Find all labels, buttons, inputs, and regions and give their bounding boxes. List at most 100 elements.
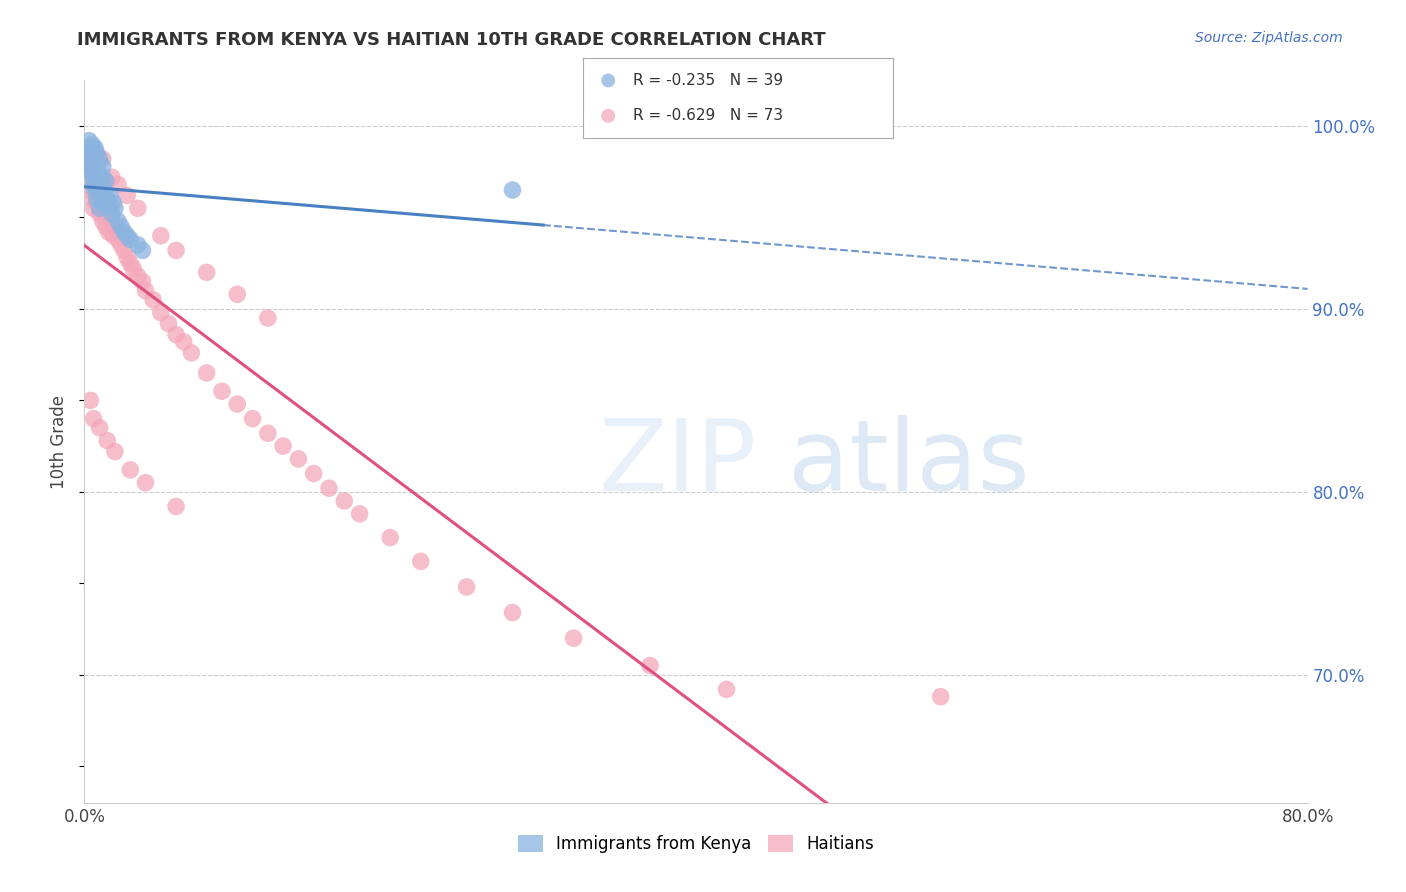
Point	[257, 311, 280, 326]
Point	[89, 202, 111, 216]
Text: ZIP: ZIP	[598, 415, 756, 512]
Point	[103, 195, 125, 210]
Point	[91, 152, 114, 166]
Point	[149, 305, 172, 319]
Point	[90, 183, 112, 197]
Point	[598, 109, 620, 123]
Point	[96, 434, 118, 448]
Point	[211, 384, 233, 399]
Point	[598, 73, 620, 87]
Point	[89, 421, 111, 435]
Point	[86, 174, 108, 188]
Point	[96, 202, 118, 216]
Point	[318, 481, 340, 495]
Text: R = -0.235   N = 39: R = -0.235 N = 39	[633, 73, 783, 88]
Point	[80, 137, 103, 152]
Y-axis label: 10th Grade: 10th Grade	[51, 394, 69, 489]
Point	[165, 500, 187, 514]
Point	[94, 219, 117, 234]
Point	[79, 170, 101, 185]
Point	[101, 170, 124, 185]
Point	[226, 397, 249, 411]
Point	[83, 411, 105, 425]
Point	[380, 531, 402, 545]
Point	[456, 580, 478, 594]
Point	[96, 192, 118, 206]
Point	[127, 238, 149, 252]
Point	[149, 228, 172, 243]
Point	[562, 631, 585, 645]
Point	[929, 690, 952, 704]
Point	[115, 228, 138, 243]
Point	[84, 141, 107, 155]
Point	[84, 183, 107, 197]
Point	[89, 207, 111, 221]
Point	[115, 251, 138, 265]
Point	[86, 146, 108, 161]
Point	[91, 159, 114, 173]
Point	[142, 293, 165, 307]
Text: IMMIGRANTS FROM KENYA VS HAITIAN 10TH GRADE CORRELATION CHART: IMMIGRANTS FROM KENYA VS HAITIAN 10TH GR…	[77, 31, 825, 49]
Point	[112, 244, 135, 258]
Point	[107, 232, 129, 246]
Point	[104, 444, 127, 458]
Point	[107, 178, 129, 192]
Point	[76, 178, 98, 192]
Point	[195, 366, 218, 380]
Point	[76, 155, 98, 169]
Point	[502, 183, 524, 197]
Point	[77, 183, 100, 197]
Point	[97, 225, 120, 239]
Point	[80, 146, 103, 161]
Point	[77, 134, 100, 148]
Point	[180, 346, 202, 360]
Point	[80, 192, 103, 206]
Text: atlas: atlas	[787, 415, 1029, 512]
Point	[107, 214, 129, 228]
Point	[195, 265, 218, 279]
Point	[87, 188, 110, 202]
Point	[86, 192, 108, 206]
Point	[110, 238, 132, 252]
Point	[80, 165, 103, 179]
Point	[91, 195, 114, 210]
Point	[226, 287, 249, 301]
Point	[93, 195, 115, 210]
Point	[93, 183, 115, 197]
Point	[97, 199, 120, 213]
Point	[127, 202, 149, 216]
Point	[165, 244, 187, 258]
Point	[87, 165, 110, 179]
Point	[409, 554, 432, 568]
Point	[79, 152, 101, 166]
Point	[94, 174, 117, 188]
Point	[271, 439, 294, 453]
Point	[115, 188, 138, 202]
Text: Source: ZipAtlas.com: Source: ZipAtlas.com	[1195, 31, 1343, 45]
Point	[120, 256, 142, 270]
Point	[638, 658, 661, 673]
Point	[287, 451, 309, 466]
Point	[104, 219, 127, 234]
Point	[502, 606, 524, 620]
Point	[79, 393, 101, 408]
Point	[80, 141, 103, 155]
Point	[83, 178, 105, 192]
Point	[83, 170, 105, 185]
Point	[120, 463, 142, 477]
Point	[349, 507, 371, 521]
Point	[89, 178, 111, 192]
Point	[80, 159, 103, 173]
Point	[83, 202, 105, 216]
Point	[122, 261, 145, 276]
Point	[103, 228, 125, 243]
Point	[101, 214, 124, 228]
Point	[86, 195, 108, 210]
Point	[89, 152, 111, 166]
Point	[104, 202, 127, 216]
Point	[173, 334, 195, 349]
Point	[302, 467, 325, 481]
Point	[131, 275, 153, 289]
Point	[110, 219, 132, 234]
Point	[91, 214, 114, 228]
